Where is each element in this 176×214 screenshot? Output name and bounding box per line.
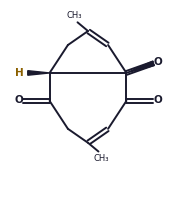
Text: O: O	[154, 58, 163, 67]
Polygon shape	[126, 61, 154, 73]
Text: CH₃: CH₃	[94, 154, 109, 163]
Polygon shape	[28, 71, 50, 75]
Text: CH₃: CH₃	[67, 11, 82, 20]
Text: H: H	[15, 68, 24, 78]
Text: O: O	[14, 95, 23, 105]
Text: O: O	[153, 95, 162, 105]
